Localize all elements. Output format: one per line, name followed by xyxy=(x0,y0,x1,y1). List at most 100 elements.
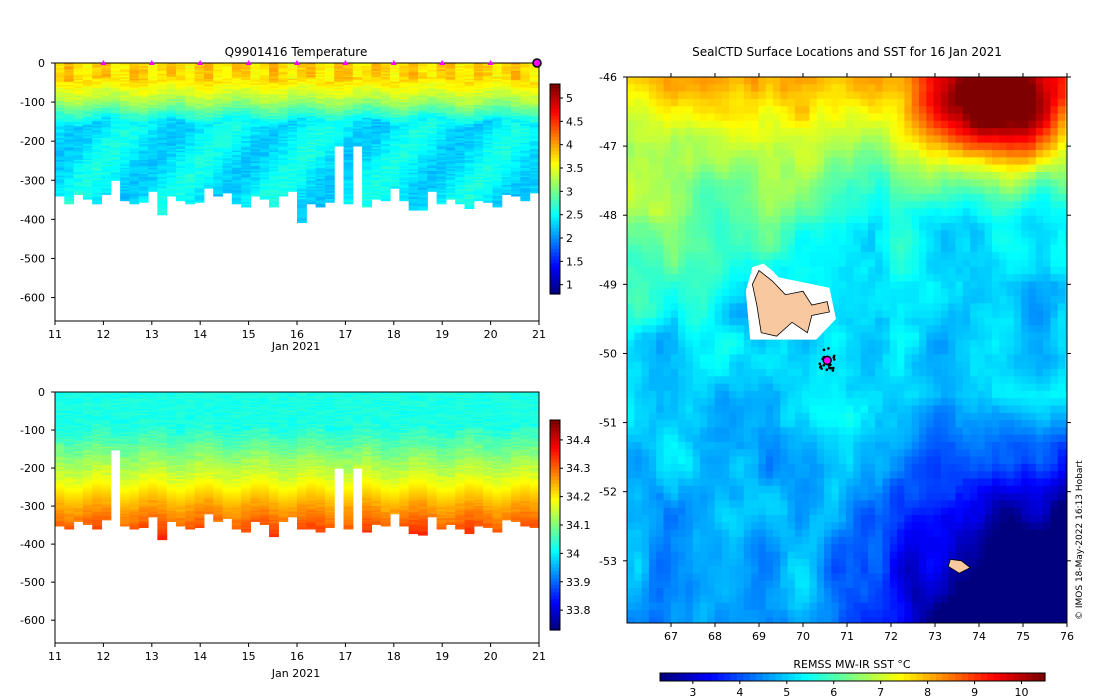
temperature-cell xyxy=(436,84,447,88)
temperature-cell xyxy=(222,77,233,80)
temperature-cell xyxy=(64,149,75,152)
temperature-cell xyxy=(436,197,447,200)
temperature-cell xyxy=(185,122,196,125)
temperature-cell xyxy=(408,197,419,200)
temperature-cell xyxy=(352,105,363,108)
temperature-cell xyxy=(73,84,84,88)
temperature-cell xyxy=(185,131,196,134)
temperature-cell xyxy=(55,172,65,175)
temperature-cell xyxy=(343,178,354,181)
temperature-cell xyxy=(259,117,270,120)
temperature-cell xyxy=(287,83,298,86)
temperature-cell xyxy=(427,111,438,114)
temperature-cell xyxy=(445,136,456,139)
temperature-cell xyxy=(194,191,205,194)
temperature-cell xyxy=(427,138,438,141)
temperature-cell xyxy=(343,145,354,149)
temperature-cell xyxy=(55,189,65,192)
temperature-cell xyxy=(148,89,158,92)
temperature-cell xyxy=(213,156,224,159)
temperature-cell xyxy=(176,139,186,142)
temperature-cell xyxy=(55,164,65,167)
temperature-cell xyxy=(194,174,205,177)
temperature-cell xyxy=(129,111,140,114)
temperature-cell xyxy=(343,181,354,184)
temperature-cell xyxy=(362,153,372,156)
temperature-cell xyxy=(427,77,438,80)
temperature-cell xyxy=(82,66,93,69)
temperature-cell xyxy=(278,150,289,153)
temperature-cell xyxy=(148,186,158,189)
temperature-cell xyxy=(166,174,177,177)
temperature-cell xyxy=(306,106,317,109)
temperature-cell xyxy=(445,175,456,178)
temperature-cell xyxy=(324,64,335,67)
temperature-cell xyxy=(399,98,410,102)
temperature-cell xyxy=(315,88,326,91)
temperature-cell xyxy=(418,192,428,195)
temperature-cell xyxy=(399,175,410,178)
temperature-cell xyxy=(55,119,65,122)
temperature-cell xyxy=(455,86,466,89)
temperature-cell xyxy=(352,113,363,116)
temperature-cell xyxy=(445,186,456,189)
temperature-cell xyxy=(176,163,186,166)
temperature-cell xyxy=(73,169,84,172)
temperature-cell xyxy=(138,109,149,113)
temperature-cell xyxy=(241,141,251,144)
temperature-cell xyxy=(120,67,130,70)
temperature-cell xyxy=(427,181,438,184)
temperature-cell xyxy=(92,170,103,174)
temperature-cell xyxy=(278,78,289,81)
temperature-cell xyxy=(287,142,298,145)
temperature-cell xyxy=(297,111,307,114)
temperature-cell xyxy=(101,73,112,77)
temperature-cell xyxy=(157,181,168,184)
temperature-cell xyxy=(148,120,158,124)
temperature-profile xyxy=(194,63,205,203)
temperature-cell xyxy=(362,86,372,89)
temperature-cell xyxy=(362,144,372,147)
temperature-cell xyxy=(445,169,456,172)
temperature-cell xyxy=(110,125,121,128)
temperature-cell xyxy=(241,170,251,174)
temperature-cell xyxy=(343,92,354,95)
temperature-cell xyxy=(185,105,196,108)
temperature-cell xyxy=(73,70,84,73)
temperature-cell xyxy=(176,91,186,94)
temperature-cell xyxy=(362,199,372,202)
temperature-cell xyxy=(362,202,372,205)
temperature-cell xyxy=(157,109,168,113)
temperature-cell xyxy=(418,128,428,131)
temperature-cell xyxy=(213,83,224,86)
temperature-cell xyxy=(408,78,419,81)
temperature-cell xyxy=(269,191,279,194)
temperature-cell xyxy=(455,195,466,199)
temperature-cell xyxy=(110,163,121,166)
temperature-cell xyxy=(418,63,428,66)
temperature-cell xyxy=(259,142,270,145)
temperature-cell xyxy=(408,191,419,194)
temperature-cell xyxy=(418,131,428,134)
temperature-cell xyxy=(390,167,400,170)
temperature-cell xyxy=(259,123,270,127)
temperature-cell xyxy=(101,70,112,73)
temperature-cell xyxy=(222,127,233,130)
temperature-cell xyxy=(148,181,158,184)
temperature-cell xyxy=(315,203,326,206)
temperature-cell xyxy=(324,125,335,128)
temperature-cell xyxy=(55,108,65,111)
temperature-cell xyxy=(334,136,345,139)
temperature-cell xyxy=(399,186,410,189)
temperature-cell xyxy=(222,63,233,66)
temperature-cell xyxy=(194,91,205,94)
temperature-cell xyxy=(269,202,279,205)
temperature-cell xyxy=(297,75,307,78)
temperature-cell xyxy=(427,86,438,89)
temperature-cell xyxy=(380,97,391,100)
temperature-cell xyxy=(55,102,65,105)
temperature-cell xyxy=(203,84,214,88)
temperature-cell xyxy=(390,119,400,122)
temperature-cell xyxy=(213,180,224,183)
temperature-cell xyxy=(73,83,84,86)
